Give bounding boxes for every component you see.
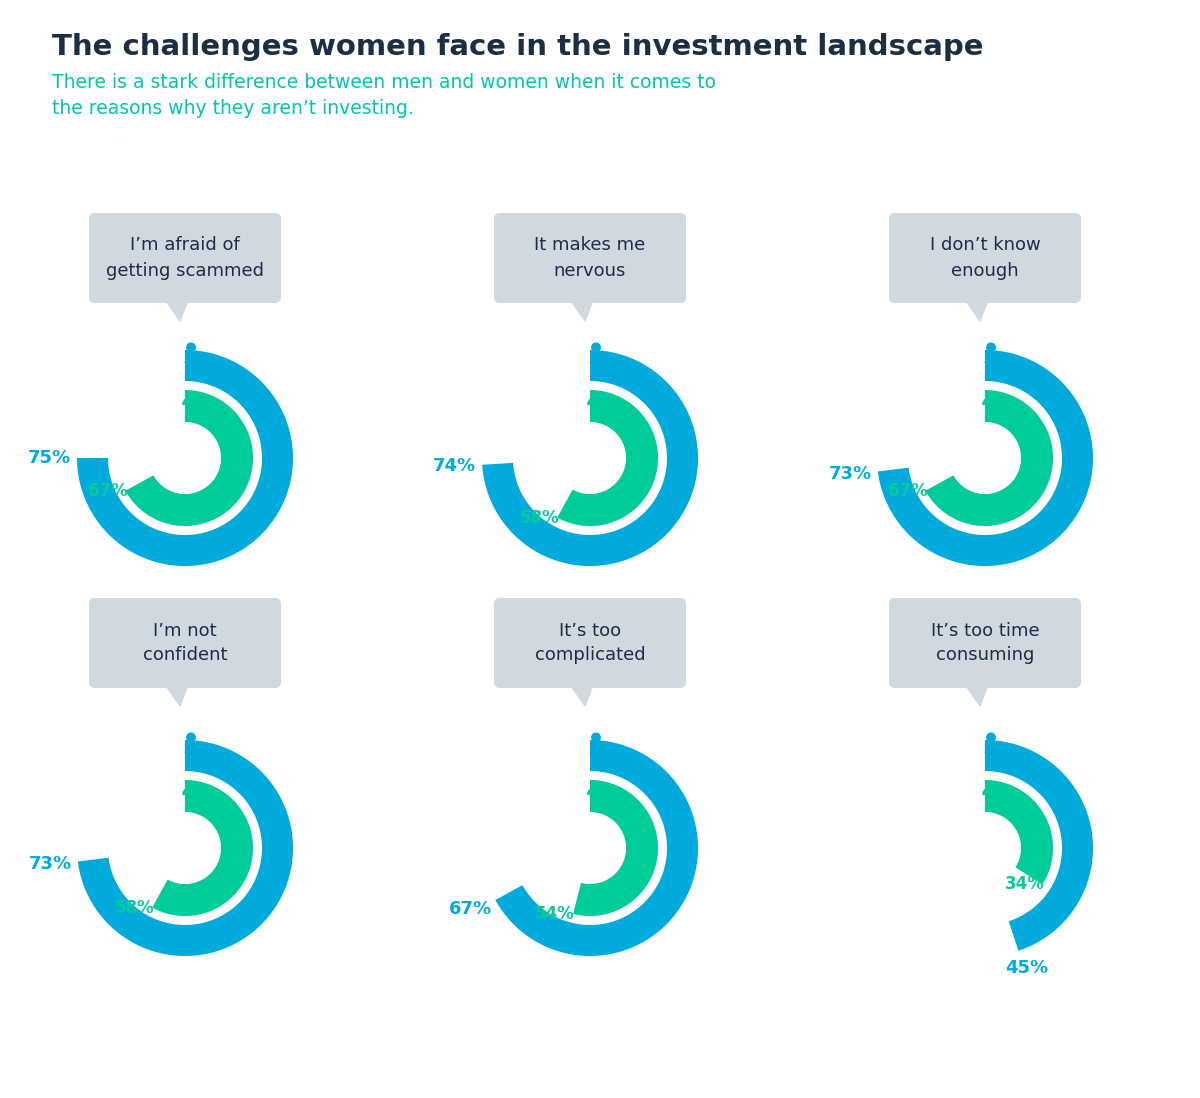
Polygon shape [162,295,190,321]
Polygon shape [592,397,596,405]
FancyBboxPatch shape [889,213,1081,303]
Circle shape [150,813,220,883]
Polygon shape [878,350,1093,565]
Polygon shape [78,740,293,956]
Polygon shape [568,680,595,706]
Polygon shape [590,742,602,752]
Circle shape [592,733,600,741]
Text: It’s too time
consuming: It’s too time consuming [931,621,1039,664]
Circle shape [950,423,1020,493]
Circle shape [187,733,196,741]
FancyBboxPatch shape [494,213,686,303]
Polygon shape [985,742,997,752]
Circle shape [150,423,220,493]
Polygon shape [162,680,190,706]
Text: 45%: 45% [1006,959,1049,977]
FancyBboxPatch shape [89,598,281,688]
Polygon shape [557,390,658,526]
Text: 54%: 54% [535,905,575,922]
Polygon shape [514,771,667,925]
Polygon shape [496,740,698,956]
Circle shape [187,344,196,351]
Circle shape [592,344,600,351]
Circle shape [950,813,1020,883]
Polygon shape [482,350,698,565]
Polygon shape [985,351,997,362]
Text: I’m not
confident: I’m not confident [143,621,227,664]
Text: There is a stark difference between men and women when it comes to
the reasons w: There is a stark difference between men … [52,72,716,119]
Text: 58%: 58% [114,898,154,917]
Text: I don’t know
enough: I don’t know enough [930,236,1040,280]
Text: It’s too
complicated: It’s too complicated [535,621,646,664]
Polygon shape [962,295,990,321]
Polygon shape [186,788,192,795]
Circle shape [590,391,598,397]
FancyBboxPatch shape [494,598,686,688]
Circle shape [186,782,192,787]
FancyBboxPatch shape [889,598,1081,688]
Polygon shape [574,780,658,916]
Text: 74%: 74% [433,457,476,475]
Polygon shape [590,351,602,362]
Polygon shape [126,390,253,526]
Polygon shape [108,381,262,535]
Polygon shape [925,390,1052,526]
Text: 75%: 75% [28,449,71,467]
Polygon shape [108,771,262,925]
Circle shape [986,733,995,741]
Text: 73%: 73% [29,854,72,873]
Circle shape [186,391,192,397]
Polygon shape [568,295,595,321]
Circle shape [554,813,625,883]
Polygon shape [185,742,197,752]
Polygon shape [152,780,253,916]
Circle shape [554,423,625,493]
Circle shape [986,782,992,787]
FancyBboxPatch shape [89,213,281,303]
Polygon shape [186,397,192,405]
Text: The challenges women face in the investment landscape: The challenges women face in the investm… [52,33,984,61]
Polygon shape [514,381,667,535]
Text: 73%: 73% [828,464,871,483]
Polygon shape [77,350,293,565]
Polygon shape [185,351,197,362]
Circle shape [590,782,598,787]
Circle shape [986,344,995,351]
Polygon shape [986,788,992,795]
Text: 67%: 67% [449,899,492,918]
Polygon shape [985,740,1093,951]
Polygon shape [962,680,990,706]
Text: 34%: 34% [1004,875,1044,894]
Text: It makes me
nervous: It makes me nervous [534,236,646,280]
Circle shape [986,391,992,397]
Text: 67%: 67% [888,482,928,500]
Text: 58%: 58% [520,508,559,527]
Text: 67%: 67% [88,482,127,500]
Polygon shape [908,771,1062,925]
Polygon shape [592,788,596,795]
Polygon shape [985,780,1052,884]
Polygon shape [986,397,992,405]
Text: I’m afraid of
getting scammed: I’m afraid of getting scammed [106,236,264,280]
Polygon shape [908,381,1062,535]
